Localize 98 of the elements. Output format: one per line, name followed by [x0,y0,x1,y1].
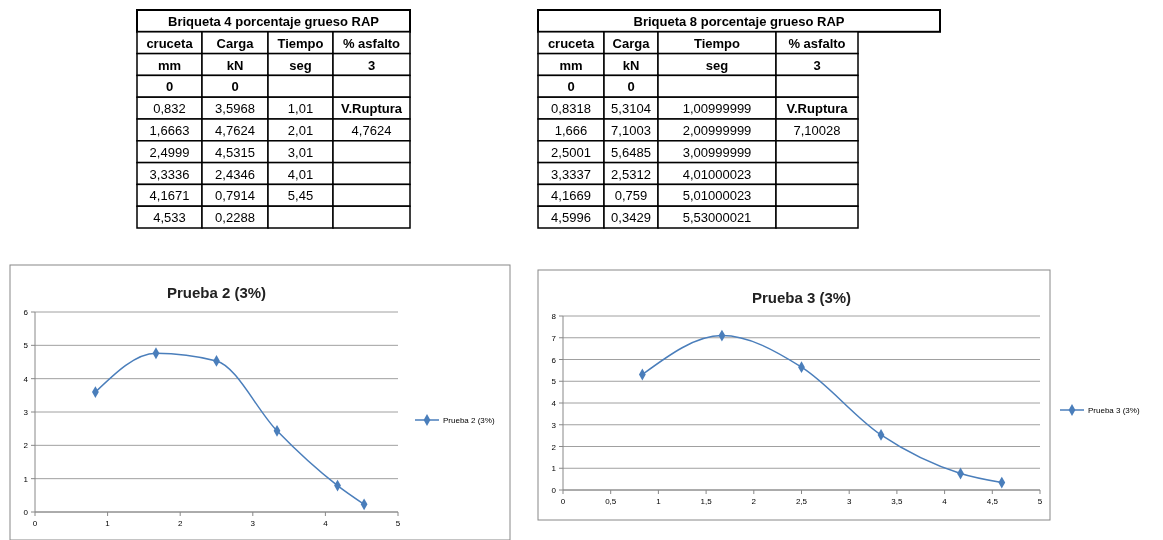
text: 2,4346 [215,166,255,182]
text: cruceta [146,35,194,51]
y-tick-label: 7 [551,333,557,343]
x-tick-label: 4 [323,519,329,528]
text: 4,7624 [215,122,255,138]
text: V.Ruptura [341,101,403,117]
x-tick-label: 2 [177,519,183,528]
text: kN [622,57,640,73]
x-tick-label: 0,5 [605,497,617,506]
legend-label: Prueba 3 (3%) [1088,406,1140,415]
text: 5,6485 [611,144,651,160]
text: 2,5001 [551,144,591,160]
text: 0 [165,79,174,95]
x-tick-label: 1 [656,497,662,506]
text: 0 [231,79,239,95]
text: 5,45 [287,188,314,204]
y-tick-label: 0 [23,508,29,517]
y-tick-label: 5 [551,377,557,387]
text: 3,00999999 [682,144,752,160]
text: % asfalto [788,35,846,51]
text: seg [289,57,312,73]
text: 5,53000021 [682,210,752,226]
y-tick-label: 2 [23,441,29,451]
text: 4,5315 [215,144,255,160]
text: 2,00999999 [682,122,752,138]
text: 4,5996 [551,210,591,226]
x-tick-label: 5 [1037,497,1043,506]
text: 1,6663 [149,122,190,138]
chart-title: Prueba 3 (3%) [751,289,852,306]
text: 0,759 [614,188,648,204]
y-tick-label: 6 [23,308,29,317]
text: Tiempo [694,35,741,51]
x-tick-label: 1,5 [700,497,713,506]
y-tick-label: 8 [551,312,557,321]
x-tick-label: 2 [751,497,757,506]
text: 0,2288 [215,210,255,226]
text: 1,01 [287,101,314,117]
text: 2,5312 [611,166,651,182]
y-tick-label: 1 [23,474,29,484]
text: 4,1671 [149,188,190,204]
text: 4,7624 [351,122,392,138]
text: 0 [627,79,635,95]
x-tick-label: 3 [846,497,852,506]
text: 0 [567,79,575,95]
x-tick-label: 0 [560,497,566,506]
legend-label: Prueba 2 (3%) [443,416,495,425]
text: 4,01 [287,166,314,182]
text: Carga [612,35,651,51]
y-tick-label: 0 [551,486,557,495]
text: 0,3429 [611,210,651,226]
y-tick-label: 6 [551,355,557,365]
x-tick-label: 3,5 [891,497,904,506]
text: % asfalto [342,35,401,51]
text: 3,3337 [551,166,591,182]
y-tick-label: 4 [551,399,557,408]
text: 5,01000023 [682,188,752,204]
y-tick-label: 2 [551,442,557,452]
text: 3,5968 [215,101,255,117]
x-tick-label: 4 [942,497,948,506]
y-tick-label: 1 [551,464,557,474]
text: 3 [813,57,821,73]
text: 1,00999999 [682,101,752,117]
chart-title: Prueba 2 (3%) [166,284,267,301]
text: 3,01 [287,144,314,160]
text: 7,1003 [611,122,651,138]
x-tick-label: 3 [250,519,256,528]
x-tick-label: 4,5 [986,497,999,506]
text: 7,10028 [793,122,841,138]
text: Tiempo [277,35,324,51]
x-tick-label: 0 [32,519,38,528]
y-tick-label: 3 [551,420,557,430]
text: 3,3336 [149,166,190,182]
text: Carga [216,35,255,51]
text: 0,8318 [551,101,591,117]
text: 1,666 [554,122,588,138]
text: seg [705,57,729,73]
y-tick-label: 4 [23,374,29,384]
text: 5,3104 [611,101,651,117]
text: 4,1669 [551,188,591,204]
x-tick-label: 1 [105,519,111,528]
text: 0,832 [153,101,186,117]
text: Briqueta 4 porcentaje grueso RAP [168,13,380,29]
text: Briqueta 8 porcentaje grueso RAP [633,13,845,29]
text: mm [157,57,182,73]
text: 0,7914 [215,188,255,204]
text: 2,4999 [149,144,190,160]
text: 4,01000023 [682,166,752,182]
y-tick-label: 3 [23,408,29,417]
text: cruceta [547,35,595,51]
text: 4,533 [153,210,186,226]
text: V.Ruptura [786,101,849,117]
text: 3 [367,57,376,73]
text: 2,01 [287,122,314,138]
text: mm [559,57,583,73]
y-tick-label: 5 [23,341,29,351]
text: kN [226,57,244,73]
x-tick-label: 2,5 [795,497,808,506]
x-tick-label: 5 [395,519,401,528]
